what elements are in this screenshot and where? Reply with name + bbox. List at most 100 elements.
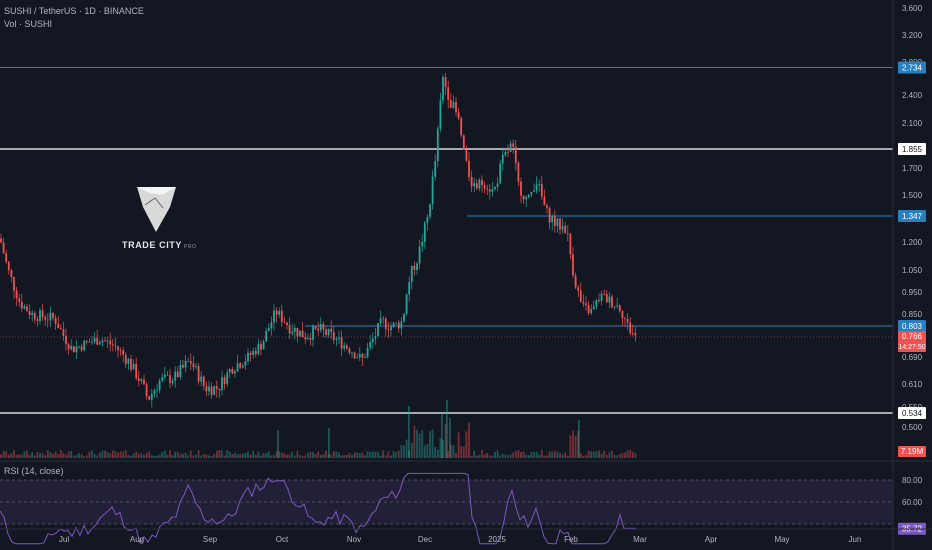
volume-bar bbox=[254, 454, 257, 458]
volume-bar bbox=[449, 444, 452, 458]
candle-body bbox=[624, 318, 626, 320]
volume-bar bbox=[163, 450, 166, 458]
volume-bar bbox=[369, 452, 372, 458]
volume-bar bbox=[283, 453, 286, 458]
volume-bar bbox=[249, 454, 252, 458]
candle-body bbox=[23, 306, 26, 309]
candle-body bbox=[566, 233, 569, 235]
candle-body bbox=[148, 396, 151, 400]
candle-body bbox=[197, 366, 200, 382]
candle-body bbox=[338, 337, 340, 339]
candle-body bbox=[382, 318, 385, 320]
candle-body bbox=[192, 363, 195, 368]
candle-body bbox=[332, 332, 335, 340]
candle-body bbox=[306, 337, 309, 340]
candle-body bbox=[156, 390, 158, 391]
volume-bar bbox=[578, 420, 580, 458]
candle-body bbox=[475, 183, 478, 189]
volume-bar bbox=[85, 455, 88, 458]
volume-bar bbox=[137, 453, 140, 458]
candle-body bbox=[553, 216, 556, 226]
volume-bar bbox=[262, 453, 265, 458]
volume-bar bbox=[31, 452, 34, 458]
candle-body bbox=[434, 161, 437, 177]
volume-bar bbox=[119, 451, 122, 458]
volume-bar bbox=[0, 454, 2, 458]
candle-body bbox=[491, 188, 494, 192]
volume-bar bbox=[403, 445, 405, 458]
candle-body bbox=[449, 99, 452, 108]
candle-body bbox=[387, 329, 390, 331]
volume-bar bbox=[78, 453, 80, 458]
candle-body bbox=[137, 378, 140, 382]
volume-bar bbox=[15, 454, 18, 458]
candle-body bbox=[444, 76, 447, 88]
x-tick-label: Oct bbox=[276, 535, 289, 544]
volume-bar bbox=[314, 454, 317, 458]
candle-body bbox=[153, 390, 156, 394]
candle-body bbox=[114, 345, 117, 347]
candle-body bbox=[182, 365, 184, 368]
volume-bar bbox=[517, 450, 520, 458]
volume-bar bbox=[57, 453, 60, 458]
volume-bar bbox=[413, 425, 416, 458]
candle-body bbox=[166, 374, 169, 376]
level-badge bbox=[898, 61, 926, 74]
candle-body bbox=[205, 385, 208, 392]
watermark-logo bbox=[137, 187, 176, 232]
volume-bar bbox=[356, 452, 359, 458]
volume-bar bbox=[611, 450, 613, 458]
volume-bar bbox=[252, 450, 255, 458]
candle-body bbox=[590, 309, 593, 314]
candle-body bbox=[520, 181, 522, 196]
candle-body bbox=[15, 290, 18, 299]
candle-body bbox=[374, 336, 377, 339]
volume-bar bbox=[288, 454, 291, 458]
candle-body bbox=[605, 294, 608, 303]
candle-body bbox=[517, 162, 520, 182]
x-tick-label: Mar bbox=[633, 535, 647, 544]
candle-body bbox=[46, 319, 49, 321]
volume-bar bbox=[613, 455, 616, 458]
candle-body bbox=[540, 184, 543, 197]
candle-body bbox=[163, 374, 166, 378]
candle-body bbox=[478, 179, 481, 189]
candle-body bbox=[93, 337, 96, 342]
level-badge-label: 1.347 bbox=[902, 212, 923, 221]
volume-bar bbox=[234, 452, 236, 458]
volume-bar bbox=[384, 455, 387, 458]
candle-body bbox=[384, 318, 387, 330]
volume-bar bbox=[400, 445, 403, 458]
candle-body bbox=[275, 310, 278, 315]
volume-bar bbox=[621, 452, 624, 458]
candle-body bbox=[171, 380, 174, 384]
candle-body bbox=[254, 350, 257, 355]
candle-body bbox=[262, 341, 265, 350]
candle-body bbox=[283, 322, 286, 323]
volume-bar bbox=[23, 451, 26, 458]
volume-bar bbox=[192, 455, 195, 458]
candle-body bbox=[418, 246, 421, 264]
candle-body bbox=[267, 328, 270, 331]
rsi-label: RSI (14, close) bbox=[4, 466, 64, 476]
candle-body bbox=[150, 393, 153, 400]
candle-body bbox=[70, 346, 73, 350]
volume-bar bbox=[444, 423, 447, 458]
candle-body bbox=[176, 371, 179, 377]
candle-body bbox=[270, 322, 273, 329]
volume-bar bbox=[257, 451, 260, 458]
volume-bar bbox=[275, 451, 278, 458]
candle-body bbox=[117, 346, 119, 351]
candle-body bbox=[410, 265, 413, 283]
candle-body bbox=[158, 380, 161, 391]
candle-body bbox=[390, 326, 392, 331]
candle-body bbox=[213, 386, 216, 395]
volume-bar bbox=[179, 453, 182, 458]
candle-body bbox=[75, 346, 78, 353]
volume-bar bbox=[197, 450, 200, 458]
volume-bar bbox=[145, 452, 148, 458]
candle-body bbox=[104, 340, 106, 342]
volume-bar bbox=[551, 451, 554, 458]
volume-bar bbox=[205, 454, 208, 458]
